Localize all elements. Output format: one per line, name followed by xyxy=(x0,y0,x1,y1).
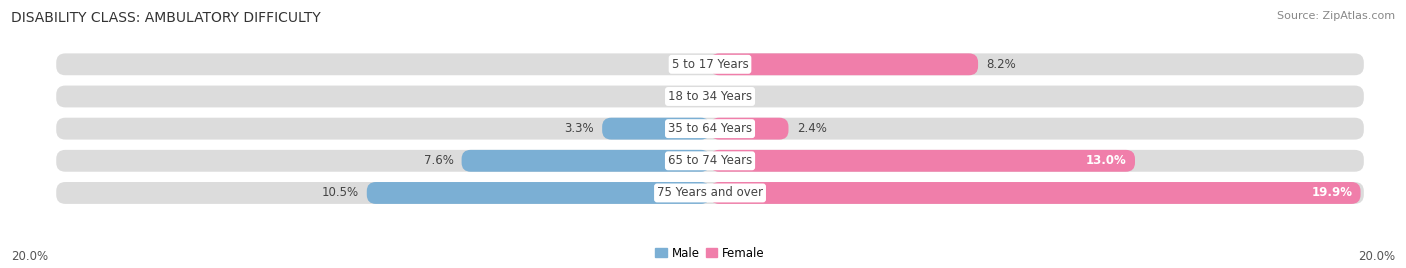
FancyBboxPatch shape xyxy=(56,150,1364,172)
FancyBboxPatch shape xyxy=(710,118,789,140)
FancyBboxPatch shape xyxy=(56,182,1364,204)
Text: 75 Years and over: 75 Years and over xyxy=(657,187,763,199)
Text: 19.9%: 19.9% xyxy=(1312,187,1353,199)
Text: 8.2%: 8.2% xyxy=(986,58,1017,71)
FancyBboxPatch shape xyxy=(602,118,710,140)
Text: 20.0%: 20.0% xyxy=(1358,250,1395,263)
Text: 0.0%: 0.0% xyxy=(672,90,702,103)
Legend: Male, Female: Male, Female xyxy=(651,242,769,264)
Text: 0.0%: 0.0% xyxy=(718,90,748,103)
Text: 3.3%: 3.3% xyxy=(564,122,593,135)
FancyBboxPatch shape xyxy=(56,53,1364,75)
Text: 2.4%: 2.4% xyxy=(797,122,827,135)
FancyBboxPatch shape xyxy=(56,85,1364,107)
Text: Source: ZipAtlas.com: Source: ZipAtlas.com xyxy=(1277,11,1395,21)
FancyBboxPatch shape xyxy=(56,118,1364,140)
FancyBboxPatch shape xyxy=(710,182,1361,204)
FancyBboxPatch shape xyxy=(710,53,979,75)
Text: 20.0%: 20.0% xyxy=(11,250,48,263)
Text: DISABILITY CLASS: AMBULATORY DIFFICULTY: DISABILITY CLASS: AMBULATORY DIFFICULTY xyxy=(11,11,321,25)
Text: 7.6%: 7.6% xyxy=(423,154,453,167)
FancyBboxPatch shape xyxy=(710,150,1135,172)
Text: 35 to 64 Years: 35 to 64 Years xyxy=(668,122,752,135)
Text: 13.0%: 13.0% xyxy=(1085,154,1126,167)
FancyBboxPatch shape xyxy=(461,150,710,172)
Text: 18 to 34 Years: 18 to 34 Years xyxy=(668,90,752,103)
Text: 65 to 74 Years: 65 to 74 Years xyxy=(668,154,752,167)
Text: 10.5%: 10.5% xyxy=(322,187,359,199)
FancyBboxPatch shape xyxy=(367,182,710,204)
Text: 0.0%: 0.0% xyxy=(672,58,702,71)
Text: 5 to 17 Years: 5 to 17 Years xyxy=(672,58,748,71)
